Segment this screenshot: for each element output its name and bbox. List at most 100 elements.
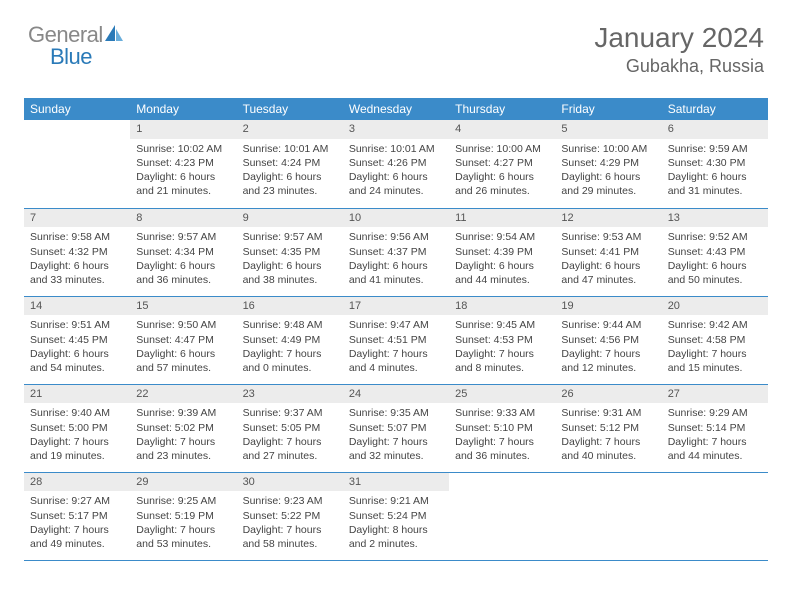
day-detail-line: Sunrise: 9:48 AM	[243, 318, 337, 332]
day-detail-line: Sunrise: 9:35 AM	[349, 406, 443, 420]
day-details: Sunrise: 10:01 AMSunset: 4:26 PMDaylight…	[343, 139, 449, 203]
day-number: 25	[449, 385, 555, 404]
day-detail-line: and 23 minutes.	[136, 449, 230, 463]
day-details: Sunrise: 9:57 AMSunset: 4:35 PMDaylight:…	[237, 227, 343, 291]
day-details: Sunrise: 10:02 AMSunset: 4:23 PMDaylight…	[130, 139, 236, 203]
day-detail-line: Sunrise: 9:56 AM	[349, 230, 443, 244]
day-detail-line: Sunrise: 9:58 AM	[30, 230, 124, 244]
logo-text-blue: Blue	[50, 44, 92, 69]
day-number: 22	[130, 385, 236, 404]
day-detail-line: and 2 minutes.	[349, 537, 443, 551]
day-details: Sunrise: 9:58 AMSunset: 4:32 PMDaylight:…	[24, 227, 130, 291]
calendar-cell: 9Sunrise: 9:57 AMSunset: 4:35 PMDaylight…	[237, 208, 343, 296]
calendar-cell: 21Sunrise: 9:40 AMSunset: 5:00 PMDayligh…	[24, 384, 130, 472]
calendar-cell: 8Sunrise: 9:57 AMSunset: 4:34 PMDaylight…	[130, 208, 236, 296]
day-detail-line: Sunrise: 9:31 AM	[561, 406, 655, 420]
day-details	[662, 491, 768, 498]
day-detail-line: Sunrise: 10:01 AM	[243, 142, 337, 156]
day-detail-line: Sunrise: 9:47 AM	[349, 318, 443, 332]
day-detail-line: Sunset: 5:12 PM	[561, 421, 655, 435]
location: Gubakha, Russia	[594, 56, 764, 77]
day-detail-line: and 8 minutes.	[455, 361, 549, 375]
calendar-cell	[555, 472, 661, 560]
day-detail-line: Sunset: 4:30 PM	[668, 156, 762, 170]
day-detail-line: Daylight: 6 hours	[668, 170, 762, 184]
day-detail-line: Sunset: 4:29 PM	[561, 156, 655, 170]
day-detail-line: Sunrise: 9:37 AM	[243, 406, 337, 420]
calendar-cell: 14Sunrise: 9:51 AMSunset: 4:45 PMDayligh…	[24, 296, 130, 384]
day-detail-line: and 24 minutes.	[349, 184, 443, 198]
day-details: Sunrise: 10:00 AMSunset: 4:29 PMDaylight…	[555, 139, 661, 203]
day-detail-line: Daylight: 7 hours	[668, 435, 762, 449]
calendar-cell: 24Sunrise: 9:35 AMSunset: 5:07 PMDayligh…	[343, 384, 449, 472]
day-detail-line: Daylight: 7 hours	[668, 347, 762, 361]
day-number: 10	[343, 209, 449, 228]
day-details: Sunrise: 9:40 AMSunset: 5:00 PMDaylight:…	[24, 403, 130, 467]
calendar-cell: 30Sunrise: 9:23 AMSunset: 5:22 PMDayligh…	[237, 472, 343, 560]
day-detail-line: and 57 minutes.	[136, 361, 230, 375]
calendar-cell: 19Sunrise: 9:44 AMSunset: 4:56 PMDayligh…	[555, 296, 661, 384]
calendar-cell: 12Sunrise: 9:53 AMSunset: 4:41 PMDayligh…	[555, 208, 661, 296]
day-detail-line: Daylight: 6 hours	[243, 259, 337, 273]
day-detail-line: Sunset: 5:24 PM	[349, 509, 443, 523]
day-details: Sunrise: 9:59 AMSunset: 4:30 PMDaylight:…	[662, 139, 768, 203]
day-details: Sunrise: 9:53 AMSunset: 4:41 PMDaylight:…	[555, 227, 661, 291]
day-number: 29	[130, 473, 236, 492]
day-detail-line: and 58 minutes.	[243, 537, 337, 551]
day-detail-line: and 36 minutes.	[136, 273, 230, 287]
day-details: Sunrise: 9:50 AMSunset: 4:47 PMDaylight:…	[130, 315, 236, 379]
day-number: 24	[343, 385, 449, 404]
day-detail-line: Daylight: 7 hours	[243, 347, 337, 361]
day-detail-line: Daylight: 7 hours	[30, 435, 124, 449]
day-detail-line: Daylight: 7 hours	[243, 523, 337, 537]
month-year: January 2024	[594, 22, 764, 54]
day-number: 15	[130, 297, 236, 316]
day-details: Sunrise: 9:23 AMSunset: 5:22 PMDaylight:…	[237, 491, 343, 555]
calendar-cell: 29Sunrise: 9:25 AMSunset: 5:19 PMDayligh…	[130, 472, 236, 560]
day-detail-line: Daylight: 7 hours	[243, 435, 337, 449]
day-detail-line: Sunset: 5:02 PM	[136, 421, 230, 435]
day-number: 6	[662, 120, 768, 139]
day-detail-line: Sunrise: 9:45 AM	[455, 318, 549, 332]
calendar-cell	[24, 120, 130, 208]
day-details: Sunrise: 9:54 AMSunset: 4:39 PMDaylight:…	[449, 227, 555, 291]
day-detail-line: and 41 minutes.	[349, 273, 443, 287]
day-detail-line: Daylight: 6 hours	[136, 259, 230, 273]
weekday-friday: Friday	[555, 98, 661, 120]
day-detail-line: Sunrise: 10:00 AM	[455, 142, 549, 156]
day-detail-line: Daylight: 7 hours	[561, 347, 655, 361]
day-number: 19	[555, 297, 661, 316]
day-detail-line: Sunset: 4:26 PM	[349, 156, 443, 170]
day-detail-line: Daylight: 6 hours	[561, 170, 655, 184]
day-detail-line: Sunset: 5:22 PM	[243, 509, 337, 523]
day-detail-line: Daylight: 6 hours	[30, 259, 124, 273]
calendar-cell: 17Sunrise: 9:47 AMSunset: 4:51 PMDayligh…	[343, 296, 449, 384]
day-detail-line: Sunrise: 9:57 AM	[243, 230, 337, 244]
calendar-cell: 11Sunrise: 9:54 AMSunset: 4:39 PMDayligh…	[449, 208, 555, 296]
calendar-row: 7Sunrise: 9:58 AMSunset: 4:32 PMDaylight…	[24, 208, 768, 296]
day-details: Sunrise: 9:47 AMSunset: 4:51 PMDaylight:…	[343, 315, 449, 379]
day-detail-line: Sunrise: 9:39 AM	[136, 406, 230, 420]
day-detail-line: Sunset: 4:34 PM	[136, 245, 230, 259]
day-detail-line: Daylight: 7 hours	[349, 435, 443, 449]
day-number: 7	[24, 209, 130, 228]
day-details	[449, 491, 555, 498]
day-number: 12	[555, 209, 661, 228]
calendar-row: 28Sunrise: 9:27 AMSunset: 5:17 PMDayligh…	[24, 472, 768, 560]
day-detail-line: Daylight: 6 hours	[455, 170, 549, 184]
day-detail-line: and 19 minutes.	[30, 449, 124, 463]
day-details: Sunrise: 10:01 AMSunset: 4:24 PMDaylight…	[237, 139, 343, 203]
day-detail-line: Sunset: 4:35 PM	[243, 245, 337, 259]
day-details: Sunrise: 9:37 AMSunset: 5:05 PMDaylight:…	[237, 403, 343, 467]
day-number: 27	[662, 385, 768, 404]
day-number: 9	[237, 209, 343, 228]
day-detail-line: and 0 minutes.	[243, 361, 337, 375]
day-detail-line: and 4 minutes.	[349, 361, 443, 375]
calendar-cell: 18Sunrise: 9:45 AMSunset: 4:53 PMDayligh…	[449, 296, 555, 384]
day-number: 17	[343, 297, 449, 316]
day-detail-line: Daylight: 6 hours	[136, 347, 230, 361]
day-detail-line: Sunrise: 9:27 AM	[30, 494, 124, 508]
day-detail-line: Daylight: 6 hours	[668, 259, 762, 273]
day-detail-line: and 31 minutes.	[668, 184, 762, 198]
calendar-cell: 6Sunrise: 9:59 AMSunset: 4:30 PMDaylight…	[662, 120, 768, 208]
